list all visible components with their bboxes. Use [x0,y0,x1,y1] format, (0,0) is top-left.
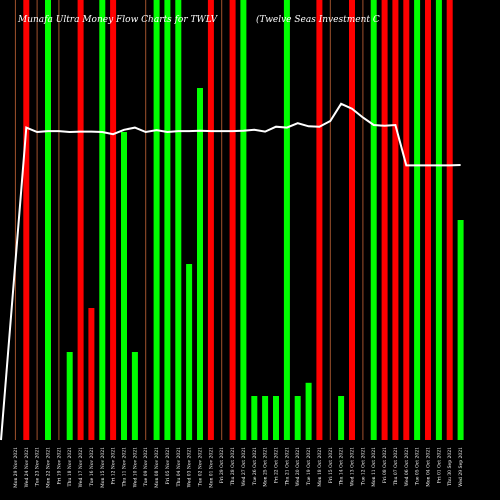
x-tick-label: Mon 15 Nov 2021 [100,447,106,488]
x-tick-label: Tue 09 Nov 2021 [143,447,149,486]
x-tick-label: Fri 05 Nov 2021 [165,447,171,485]
bar [403,0,410,440]
bar [435,0,442,440]
chart-subtitle: (Twelve Seas Investment C [256,14,380,25]
x-tick-label: Wed 17 Nov 2021 [78,447,84,488]
bar [229,0,236,440]
bar [45,0,51,440]
x-tick-label: Wed 27 Oct 2021 [241,447,247,486]
x-tick-label: Wed 06 Oct 2021 [404,447,410,486]
x-tick-label: Thu 07 Oct 2021 [393,447,399,485]
x-tick-label: Fri 29 Oct 2021 [219,447,225,483]
bar [381,0,388,440]
bar [362,0,364,440]
x-tick-label: Fri 22 Oct 2021 [274,447,280,483]
x-tick-label: Fri 12 Nov 2021 [111,447,117,485]
bar [349,0,355,440]
x-tick-label: Mon 11 Oct 2021 [371,447,377,487]
bar [175,0,182,440]
bar [23,0,30,440]
bar [392,0,399,440]
x-tick-label: Wed 24 Nov 2021 [24,447,30,488]
x-tick-label: Thu 04 Nov 2021 [176,447,182,487]
x-tick-label: Thu 28 Oct 2021 [230,447,236,485]
x-tick-label: Wed 29 Sep 2021 [458,447,464,487]
bar [197,88,203,440]
bar [207,0,214,440]
x-tick-label: Mon 18 Oct 2021 [317,447,323,487]
x-tick-label: Tue 23 Nov 2021 [35,447,41,486]
x-tick-label: Tue 12 Oct 2021 [360,447,366,485]
x-tick-label: Tue 16 Nov 2021 [89,447,95,486]
bar [316,0,323,440]
x-tick-label: Thu 21 Oct 2021 [284,447,290,485]
bar [273,396,279,440]
x-tick-label: Thu 14 Oct 2021 [339,447,345,485]
bar [446,0,453,440]
x-tick-label: Wed 13 Oct 2021 [350,447,356,486]
x-tick-label: Fri 01 Oct 2021 [436,447,442,483]
bar [14,0,16,440]
x-tick-label: Fri 15 Oct 2021 [328,447,334,483]
x-tick-label: Tue 05 Oct 2021 [415,447,421,485]
x-tick-label: Wed 20 Oct 2021 [295,447,301,486]
bar [66,352,73,440]
x-tick-label: Tue 02 Nov 2021 [198,447,204,486]
x-tick-label: Mon 29 Nov 2021 [13,447,19,488]
x-tick-label: Mon 01 Nov 2021 [208,447,214,488]
bar [99,0,106,440]
price-line [0,102,461,441]
x-tick-label: Wed 03 Nov 2021 [187,447,193,488]
bars-layer [14,0,464,440]
bar [221,0,223,440]
bar [58,0,60,440]
bar [36,0,38,440]
chart-title: Munafa Ultra Money Flow Charts for TWLV [17,15,219,25]
bar [110,0,117,440]
bar [131,352,138,440]
x-tick-label: Thu 11 Nov 2021 [122,447,128,487]
bar [77,0,84,440]
x-tick-label: Mon 25 Oct 2021 [263,447,269,487]
bar [425,0,431,440]
bar [414,0,421,440]
bar [240,0,247,440]
bar [88,308,95,440]
bar [294,396,301,440]
bar [145,0,147,440]
bar [283,0,290,440]
x-tick-label: Thu 18 Nov 2021 [67,447,73,487]
x-tick-label: Mon 22 Nov 2021 [46,447,52,488]
x-tick-label: Fri 08 Oct 2021 [382,447,388,483]
bar [262,396,269,440]
x-tick-label: Wed 10 Nov 2021 [132,447,138,488]
x-tick-label: Tue 19 Oct 2021 [306,447,312,485]
x-tick-label: Thu 30 Sep 2021 [447,447,453,486]
bar [121,132,127,440]
x-tick-label: Mon 04 Oct 2021 [426,447,432,487]
bar [457,220,464,440]
bar [305,382,312,440]
bar [338,396,345,440]
bar [370,0,377,440]
bar [153,0,160,440]
x-tick-label: Mon 08 Nov 2021 [154,447,160,488]
bar [251,396,258,440]
x-tick-labels: Mon 29 Nov 2021 Wed 24 Nov 2021 Tue 23 Nov… [13,447,464,488]
bar [329,0,331,440]
bar [164,0,171,440]
x-tick-label: Fri 19 Nov 2021 [56,447,62,485]
x-tick-label: Tue 26 Oct 2021 [252,447,258,485]
bar [186,264,193,440]
